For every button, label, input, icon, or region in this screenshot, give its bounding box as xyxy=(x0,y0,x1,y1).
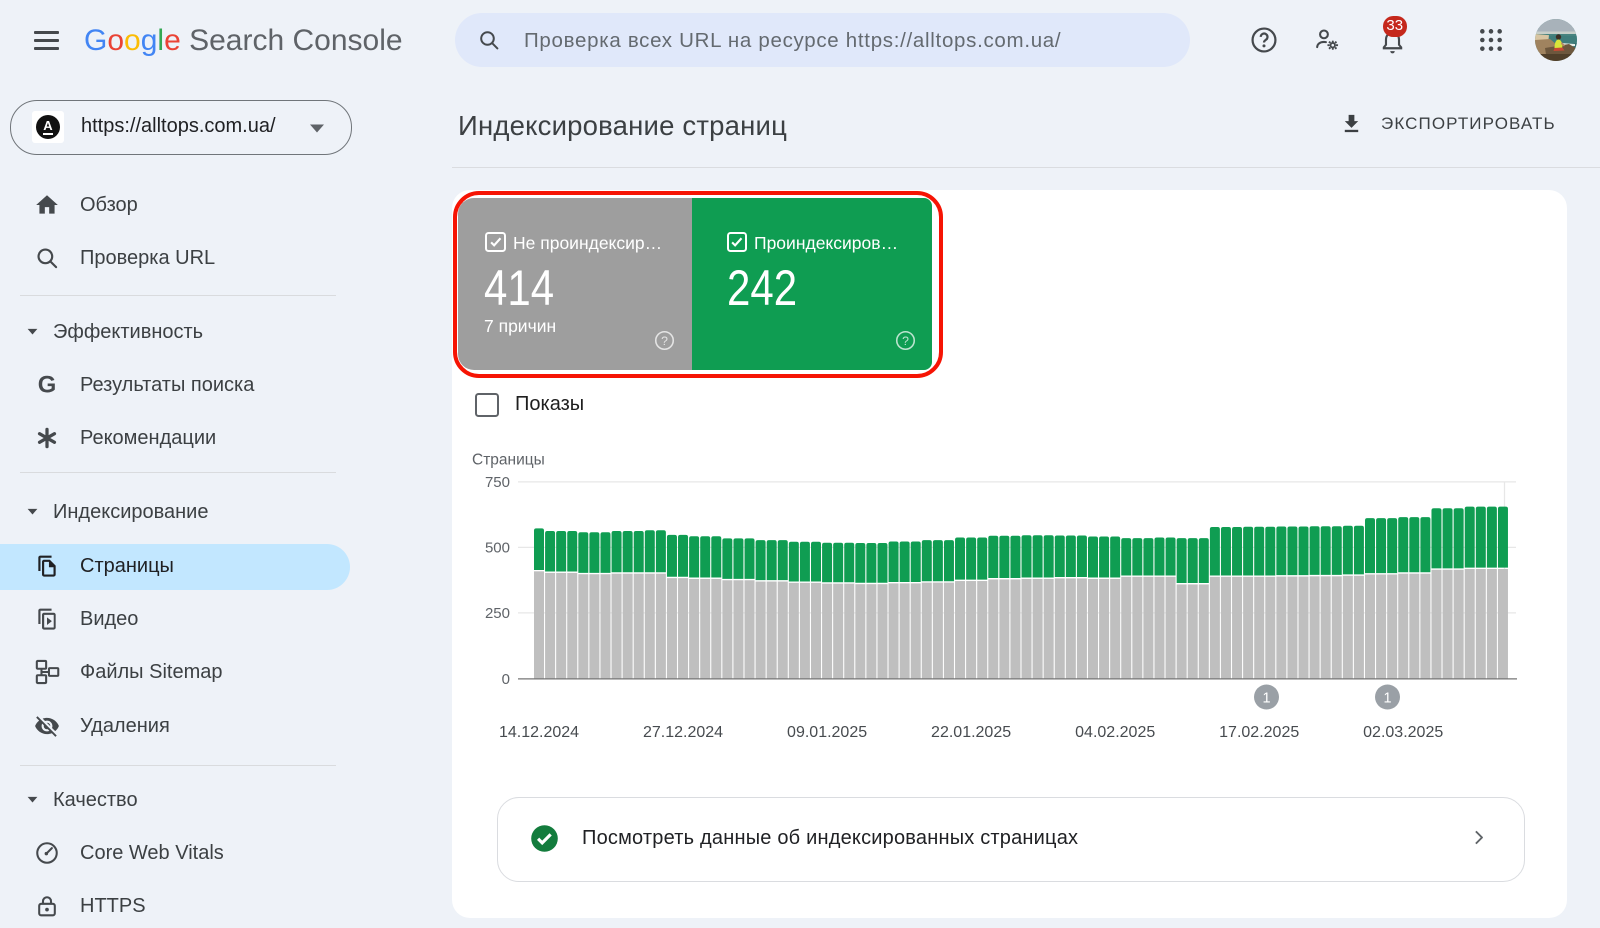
svg-text:Страницы: Страницы xyxy=(472,452,545,469)
svg-text:09.01.2025: 09.01.2025 xyxy=(787,724,867,741)
svg-text:27.12.2024: 27.12.2024 xyxy=(643,724,723,741)
svg-text:250: 250 xyxy=(485,605,510,622)
svg-text:0: 0 xyxy=(502,671,510,688)
svg-text:G: G xyxy=(38,372,57,398)
svg-text:?: ? xyxy=(661,334,668,348)
svg-text:750: 750 xyxy=(485,474,510,491)
svg-text:22.01.2025: 22.01.2025 xyxy=(931,724,1011,741)
svg-text:1: 1 xyxy=(1262,690,1270,706)
svg-text:04.02.2025: 04.02.2025 xyxy=(1075,724,1155,741)
svg-text:14.12.2024: 14.12.2024 xyxy=(499,724,579,741)
svg-text:17.02.2025: 17.02.2025 xyxy=(1219,724,1299,741)
svg-text:500: 500 xyxy=(485,540,510,557)
svg-text:?: ? xyxy=(902,334,909,348)
svg-text:02.03.2025: 02.03.2025 xyxy=(1363,724,1443,741)
svg-text:1: 1 xyxy=(1383,690,1391,706)
